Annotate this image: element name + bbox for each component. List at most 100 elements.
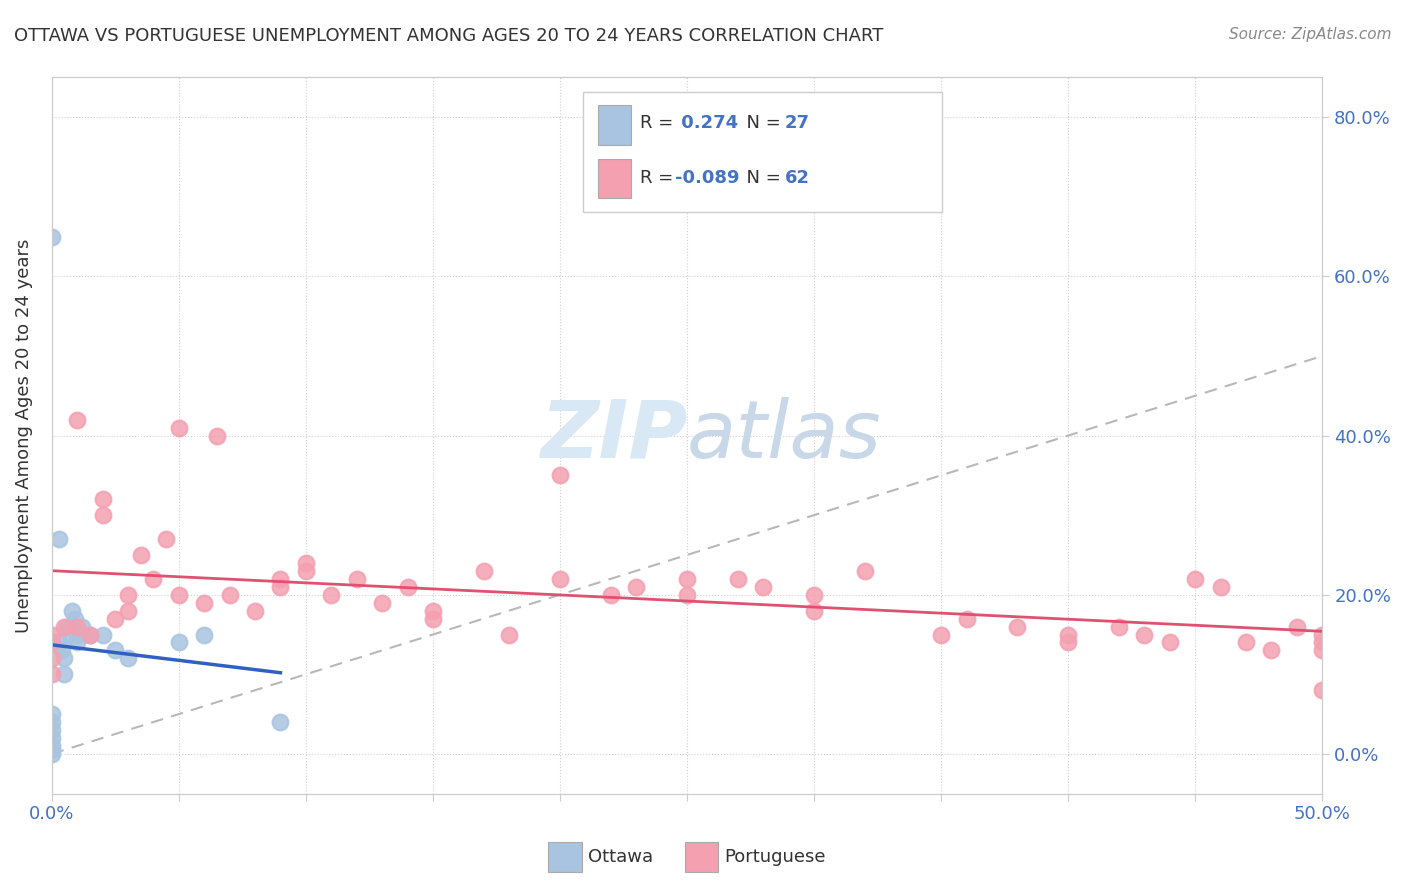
- Point: [155, 532, 177, 546]
- Point: [48, 635, 70, 649]
- Point: [269, 714, 291, 729]
- Point: [548, 468, 571, 483]
- Point: [66, 412, 89, 426]
- Point: [243, 604, 266, 618]
- Y-axis label: Unemployment Among Ages 20 to 24 years: Unemployment Among Ages 20 to 24 years: [15, 238, 32, 632]
- Point: [117, 588, 139, 602]
- Point: [51, 643, 73, 657]
- Point: [1108, 619, 1130, 633]
- Point: [1260, 643, 1282, 657]
- Text: Source: ZipAtlas.com: Source: ZipAtlas.com: [1229, 27, 1392, 42]
- Point: [129, 548, 152, 562]
- Point: [1209, 580, 1232, 594]
- Text: ZIP: ZIP: [540, 397, 688, 475]
- Point: [60, 604, 83, 618]
- Point: [1057, 627, 1080, 641]
- Point: [53, 651, 76, 665]
- Text: 27: 27: [785, 114, 810, 132]
- Point: [752, 580, 775, 594]
- Text: R =: R =: [640, 169, 679, 187]
- Point: [91, 508, 114, 523]
- Point: [41, 714, 63, 729]
- Text: 62: 62: [785, 169, 810, 187]
- Point: [929, 627, 952, 641]
- Point: [1133, 627, 1156, 641]
- Point: [167, 588, 190, 602]
- Text: N =: N =: [735, 169, 787, 187]
- Point: [1057, 635, 1080, 649]
- Text: Ottawa: Ottawa: [588, 848, 652, 866]
- Point: [70, 619, 93, 633]
- Text: Portuguese: Portuguese: [724, 848, 825, 866]
- Point: [727, 572, 749, 586]
- Point: [1234, 635, 1257, 649]
- Point: [41, 627, 63, 641]
- Point: [142, 572, 165, 586]
- Text: N =: N =: [735, 114, 787, 132]
- Point: [1310, 683, 1333, 698]
- Point: [269, 572, 291, 586]
- Point: [56, 619, 79, 633]
- Text: OTTAWA VS PORTUGUESE UNEMPLOYMENT AMONG AGES 20 TO 24 YEARS CORRELATION CHART: OTTAWA VS PORTUGUESE UNEMPLOYMENT AMONG …: [14, 27, 883, 45]
- Point: [79, 627, 101, 641]
- Point: [1159, 635, 1181, 649]
- Point: [91, 627, 114, 641]
- Point: [193, 596, 215, 610]
- Point: [853, 564, 876, 578]
- Point: [205, 428, 228, 442]
- Point: [104, 643, 127, 657]
- Point: [1007, 619, 1029, 633]
- Point: [218, 588, 240, 602]
- Point: [803, 604, 825, 618]
- Point: [48, 532, 70, 546]
- Point: [1310, 643, 1333, 657]
- Text: -0.089: -0.089: [675, 169, 740, 187]
- Text: 0.274: 0.274: [675, 114, 738, 132]
- Point: [1310, 627, 1333, 641]
- Point: [371, 596, 394, 610]
- Point: [676, 572, 699, 586]
- Point: [396, 580, 419, 594]
- Point: [79, 627, 101, 641]
- Point: [41, 739, 63, 753]
- Point: [41, 229, 63, 244]
- Point: [498, 627, 520, 641]
- Point: [117, 651, 139, 665]
- Point: [66, 619, 89, 633]
- Point: [66, 627, 89, 641]
- Point: [41, 747, 63, 761]
- Point: [117, 604, 139, 618]
- Point: [599, 588, 621, 602]
- Point: [548, 572, 571, 586]
- Point: [1310, 635, 1333, 649]
- Point: [295, 556, 318, 570]
- Point: [41, 707, 63, 722]
- Point: [422, 611, 444, 625]
- Point: [167, 635, 190, 649]
- Point: [104, 611, 127, 625]
- Point: [41, 731, 63, 745]
- Text: R =: R =: [640, 114, 679, 132]
- Point: [269, 580, 291, 594]
- Point: [41, 635, 63, 649]
- Point: [1285, 619, 1308, 633]
- Point: [295, 564, 318, 578]
- Point: [53, 619, 76, 633]
- Point: [41, 723, 63, 737]
- Point: [624, 580, 647, 594]
- Point: [803, 588, 825, 602]
- Point: [41, 743, 63, 757]
- Point: [41, 651, 63, 665]
- Point: [321, 588, 343, 602]
- Point: [63, 611, 86, 625]
- Point: [346, 572, 368, 586]
- Point: [422, 604, 444, 618]
- Point: [1184, 572, 1206, 586]
- Point: [472, 564, 495, 578]
- Text: atlas: atlas: [688, 397, 882, 475]
- Point: [955, 611, 977, 625]
- Point: [41, 667, 63, 681]
- Point: [676, 588, 699, 602]
- Point: [53, 667, 76, 681]
- Point: [167, 420, 190, 434]
